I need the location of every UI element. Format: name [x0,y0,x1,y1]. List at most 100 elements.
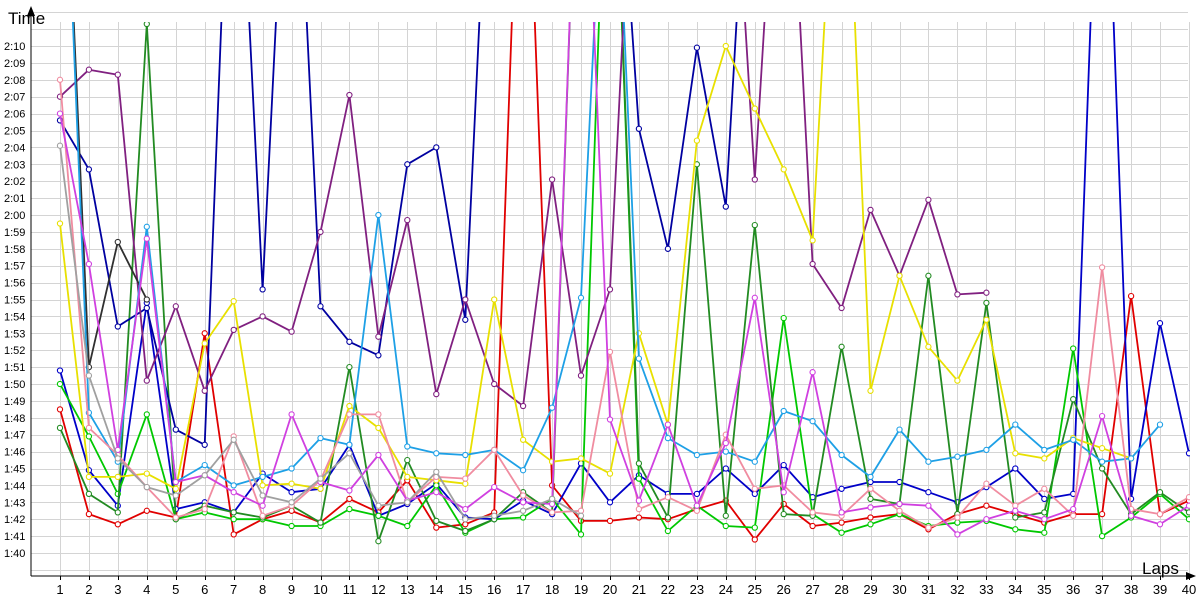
data-point [1098,264,1106,271]
y-tick-label: 1:43 [4,497,25,509]
data-point [259,482,266,489]
x-tick-labels: 1 2 3 4 5 6 7 8 9 10 11 12 13 14 15 16 17 18 19 20 21 22 23 24 2… [56,576,1196,597]
data-point [172,303,179,310]
data-point [1098,465,1106,472]
data-point [838,304,845,312]
data-point [954,377,961,384]
data-point [606,499,614,506]
data-point [867,521,874,528]
data-point [983,289,990,296]
data-point [201,340,208,347]
data-point [1185,450,1190,457]
y-tick-label: 1:48 [4,413,25,425]
data-point [751,105,758,112]
data-point [230,531,237,538]
data-point [143,483,150,491]
data-point [143,223,150,230]
data-point [85,66,93,73]
data-point [1041,516,1048,523]
data-point [56,142,64,149]
data-point [404,456,411,464]
data-point [1012,502,1019,509]
data-point [1012,514,1019,521]
data-point [85,424,93,432]
data-point [259,313,266,320]
data-point [577,372,585,379]
data-point [230,326,237,334]
series-line [71,22,1161,487]
data-point [693,490,701,498]
data-point [346,505,353,513]
data-point [346,487,353,494]
x-tick-label: 29 [863,582,877,597]
series-11 [56,22,1190,538]
data-point [548,500,556,508]
data-point [722,203,729,210]
data-point [751,294,758,301]
x-tick-label: 25 [748,582,762,597]
x-tick-label: 20 [603,582,617,597]
data-point [664,527,672,535]
data-point [433,489,440,496]
data-point [838,529,845,536]
data-point [462,521,469,528]
data-point [375,538,382,545]
x-tick-label: 35 [1037,582,1051,597]
data-point [143,377,150,384]
data-point [1185,502,1190,509]
data-point [780,510,787,518]
data-point [954,453,961,460]
data-point [1041,446,1048,454]
data-point [404,522,411,530]
data-point [491,296,498,303]
data-point [375,512,382,519]
x-tick-label: 28 [834,582,848,597]
data-point [1127,512,1135,519]
x-tick-label: 13 [400,582,414,597]
data-point [780,314,787,322]
data-point [548,509,556,516]
data-point [114,238,121,246]
x-tick-label: 16 [487,582,501,597]
grid-lines [31,12,1190,576]
y-tick-label: 1:59 [4,227,25,239]
series-line [59,22,1190,521]
data-point [577,512,585,519]
data-point [346,363,353,371]
x-tick-label: 21 [632,582,646,597]
data-point [925,524,932,531]
y-tick-label: 1:50 [4,379,25,391]
data-point [346,450,353,457]
y-tick-label: 1:49 [4,396,25,408]
data-point [288,489,295,496]
data-point [317,228,324,236]
data-point [635,475,643,482]
data-point [635,505,643,513]
data-point [56,110,64,117]
data-point [838,509,845,516]
y-tick-label: 2:04 [4,142,25,154]
data-point [867,504,874,511]
y-tick-label: 1:42 [4,514,25,526]
x-tick-label: 24 [719,582,733,597]
data-point [606,286,614,293]
data-point [1070,345,1077,352]
data-point [722,439,729,447]
x-tick-label: 33 [979,582,993,597]
data-point [317,303,324,310]
data-point [519,514,527,521]
data-point [838,451,845,459]
series-5 [56,22,738,448]
data-point [346,495,353,503]
data-point [172,514,179,521]
data-point [346,91,353,99]
data-point [1070,512,1077,519]
series-12 [56,142,585,523]
data-point [259,473,266,481]
y-tick-label: 1:54 [4,311,25,323]
data-point [375,502,382,509]
data-point [751,458,758,465]
data-point [722,512,729,519]
x-tick-label: 19 [574,582,588,597]
